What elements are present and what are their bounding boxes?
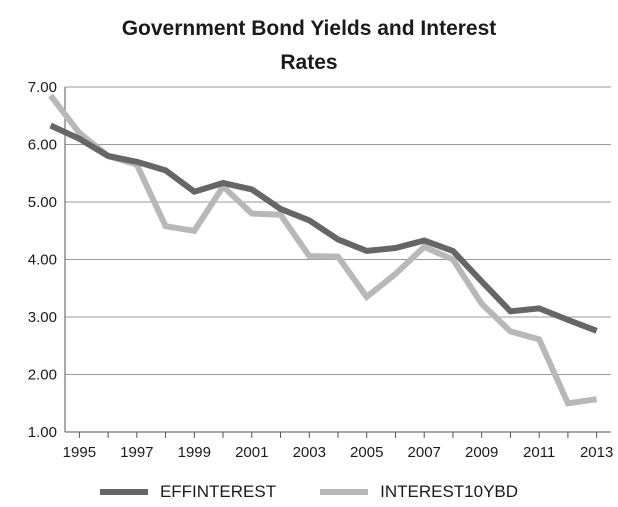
chart-title: Government Bond Yields and Interest Rate… — [0, 12, 618, 80]
y-tick-label-4: 5.00 — [28, 194, 57, 211]
legend-label-effinterest: EFFINTEREST — [159, 482, 277, 501]
y-tick-label-1: 2.00 — [28, 367, 57, 384]
x-tick-label-2: 1999 — [178, 444, 211, 461]
x-tick-label-7: 2009 — [465, 444, 498, 461]
y-tick-label-6: 7.00 — [28, 79, 57, 96]
chart-title-line-2: Rates — [280, 51, 338, 74]
legend-item-interest10ybd: INTEREST10YBD — [320, 482, 518, 502]
legend-item-effinterest: EFFINTEREST — [99, 482, 277, 502]
x-tick-label-8: 2011 — [523, 444, 555, 461]
y-tick-label-3: 4.00 — [28, 252, 57, 269]
legend-swatch-interest10ybd — [320, 489, 369, 495]
x-tick-label-6: 2007 — [408, 444, 441, 461]
legend-swatch-effinterest — [99, 489, 148, 495]
x-tick-label-5: 2005 — [350, 444, 383, 461]
series-line-interest10ybd — [48, 93, 598, 407]
legend-label-interest10ybd: INTEREST10YBD — [380, 482, 519, 501]
x-tick-label-4: 2003 — [293, 444, 326, 461]
y-tick-label-0: 1.00 — [28, 424, 57, 441]
x-tick-label-3: 2001 — [235, 444, 268, 461]
y-tick-label-5: 6.00 — [28, 137, 57, 154]
y-tick-label-2: 3.00 — [28, 309, 57, 326]
x-tick-label-0: 1995 — [63, 444, 96, 461]
x-tick-label-1: 1997 — [120, 444, 153, 461]
x-tick-label-9: 2013 — [580, 444, 613, 461]
chart-legend: EFFINTEREST INTEREST10YBD — [0, 482, 618, 502]
chart-title-line-1: Government Bond Yields and Interest — [121, 17, 497, 40]
series-line-effinterest — [49, 122, 598, 334]
